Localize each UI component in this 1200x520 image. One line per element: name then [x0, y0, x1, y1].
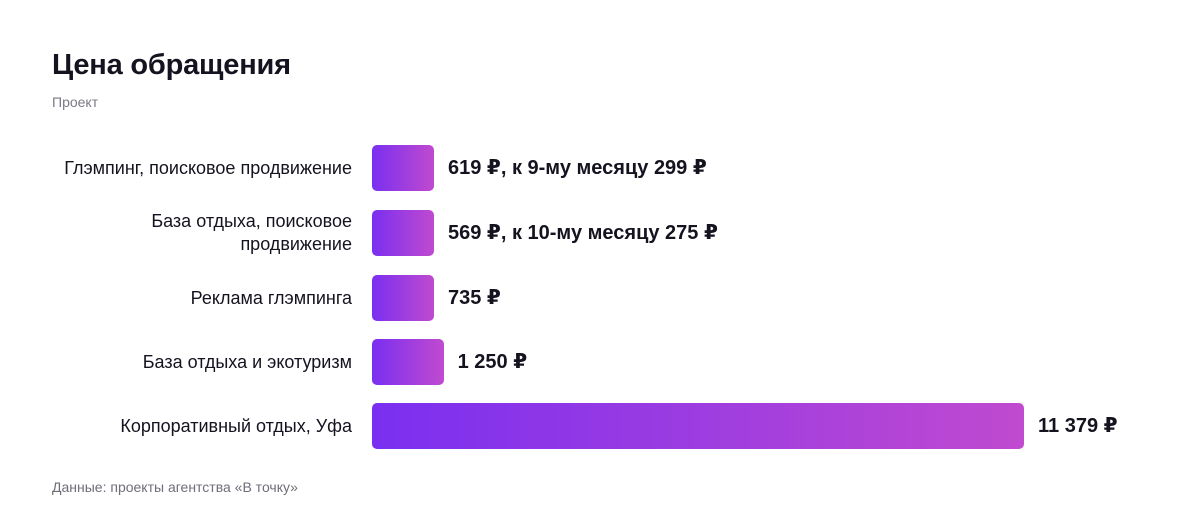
value-label: 569 ₽, к 10-му месяцу 275 ₽ [448, 222, 718, 244]
bar [372, 210, 434, 256]
bar [372, 339, 444, 385]
bar-row: Корпоративный отдых, Уфа 11 379 ₽ [0, 403, 1200, 449]
bar-row: Реклама глэмпинга 735 ₽ [0, 275, 1200, 321]
value-label: 735 ₽ [448, 287, 501, 309]
chart-title: Цена обращения [52, 49, 291, 81]
category-label: Глэмпинг, поисковое продвижение [64, 157, 352, 178]
bar-row: Глэмпинг, поисковое продвижение 619 ₽, к … [0, 145, 1200, 191]
value-label: 1 250 ₽ [457, 351, 528, 373]
bar-row: База отдыха и экотуризм 1 250 ₽ [0, 339, 1200, 385]
bar-row: База отдыха, поисковое продвижение 569 ₽,… [0, 210, 1200, 256]
source-footnote: Данные: проекты агентства «В точку» [52, 479, 298, 495]
bar [372, 145, 434, 191]
category-label: Реклама глэмпинга [190, 287, 352, 308]
category-label: База отдыха, поисковое продвижение [151, 211, 352, 254]
bar [372, 403, 1024, 449]
value-label: 11 379 ₽ [1038, 415, 1118, 437]
value-label: 619 ₽, к 9-му месяцу 299 ₽ [448, 157, 707, 179]
chart-subtitle: Проект [52, 94, 99, 110]
bar [372, 275, 434, 321]
category-label: Корпоративный отдых, Уфа [120, 415, 352, 436]
category-label: База отдыха и экотуризм [142, 351, 352, 372]
